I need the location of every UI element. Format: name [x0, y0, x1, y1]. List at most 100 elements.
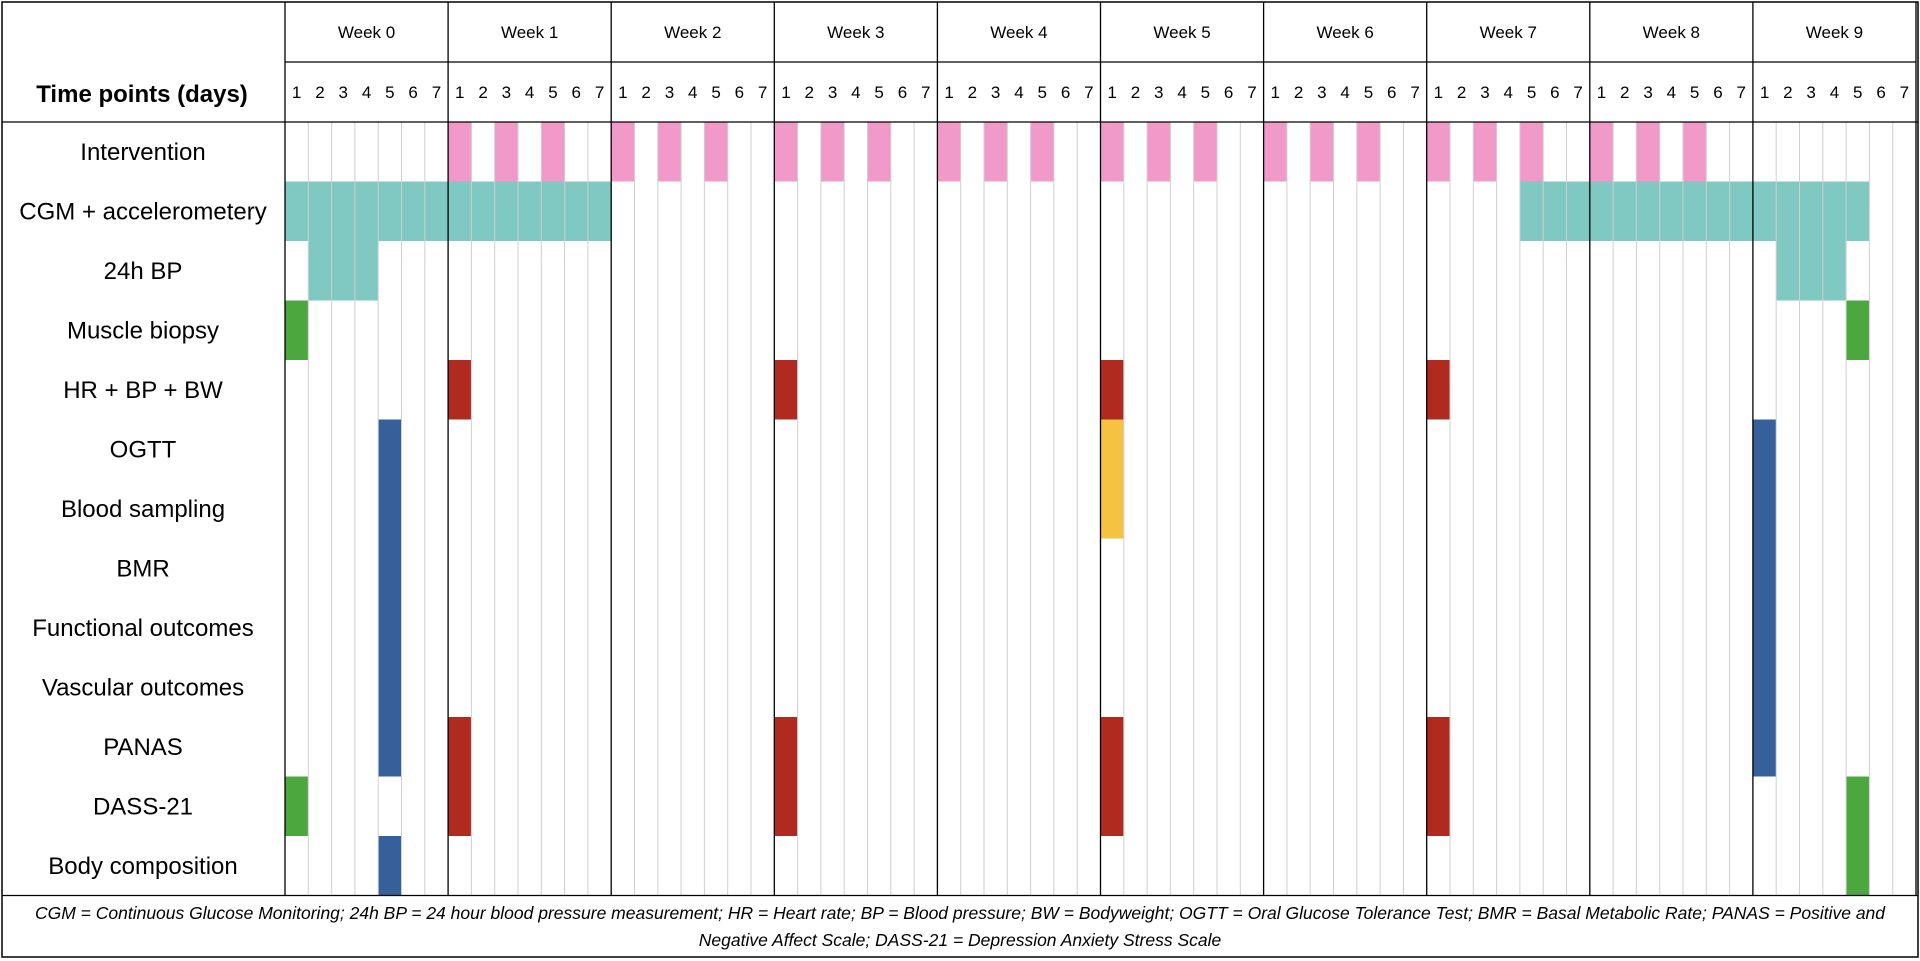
day-label: 1 [944, 83, 953, 102]
day-label: 6 [1061, 83, 1070, 102]
footnote-text: CGM = Continuous Glucose Monitoring; 24h… [34, 903, 1886, 950]
timeline-block-intervention-w3-d3 [820, 122, 845, 182]
row-label-bmr: BMR [116, 555, 169, 582]
timeline-block-ogtt-w0-d5 [378, 419, 402, 479]
timeline-block-intervention-w7-d3 [1473, 122, 1497, 182]
timeline-block-cgm-accelerometery-w1-d1 [448, 181, 612, 241]
timeline-block-functional-outcomes-w9-d1 [1752, 598, 1777, 658]
day-label: 5 [548, 83, 557, 102]
timeline-block-intervention-w8-d1 [1589, 122, 1614, 182]
day-label: 2 [478, 83, 487, 102]
timeline-block-panas-w1-d1 [448, 717, 472, 777]
row-label-body-composition: Body composition [48, 853, 237, 880]
day-label: 6 [572, 83, 581, 102]
timeline-block-intervention-w5-d1 [1100, 122, 1124, 182]
timeline-block-intervention-w5-d5 [1193, 122, 1217, 182]
timeline-block-24h-bp-w9-d2 [1776, 241, 1847, 301]
timeline-block-dass-21-w0-d1 [285, 776, 309, 836]
timeline-block-intervention-w1-d5 [541, 122, 565, 182]
timeline-block-intervention-w2-d1 [611, 122, 635, 182]
week-label: Week 4 [990, 23, 1047, 42]
day-label: 7 [1737, 83, 1746, 102]
row-label-dass-21: DASS-21 [93, 793, 193, 820]
timeline-block-cgm-accelerometery-w7-d5 [1519, 181, 1590, 241]
day-label: 3 [1806, 83, 1815, 102]
row-label-blood-sampling: Blood sampling [61, 496, 225, 523]
day-label: 7 [1900, 83, 1909, 102]
day-label: 7 [1573, 83, 1582, 102]
timeline-block-panas-w5-d1 [1100, 717, 1124, 777]
timeline-block-dass-21-w1-d1 [448, 776, 472, 836]
week-label: Week 7 [1480, 23, 1537, 42]
day-label: 7 [1084, 83, 1093, 102]
day-label: 4 [525, 83, 534, 102]
day-label: 1 [1434, 83, 1443, 102]
timeline-block-intervention-w4-d1 [937, 122, 961, 182]
day-label: 2 [1457, 83, 1466, 102]
week-label: Week 5 [1153, 23, 1210, 42]
week-label: Week 1 [501, 23, 558, 42]
day-label: 7 [1247, 83, 1256, 102]
timeline-block-intervention-w2-d3 [657, 122, 682, 182]
timeline-block-24h-bp-w0-d2 [308, 241, 379, 301]
day-label: 2 [1620, 83, 1629, 102]
day-label: 2 [1294, 83, 1303, 102]
row-label-functional-outcomes: Functional outcomes [32, 615, 253, 642]
day-label: 4 [362, 83, 371, 102]
day-label: 6 [1550, 83, 1559, 102]
day-label: 5 [1853, 83, 1862, 102]
timeline-block-muscle-biopsy-w9-d5 [1846, 300, 1870, 360]
day-label: 6 [898, 83, 907, 102]
timeline-block-hr-bp-bw-w1-d1 [448, 360, 472, 420]
timeline-block-intervention-w5-d3 [1147, 122, 1171, 182]
day-label: 2 [1783, 83, 1792, 102]
timeline-block-vascular-outcomes-w0-d5 [378, 657, 402, 717]
timeline-block-body-composition-w9-d5 [1846, 836, 1870, 896]
day-label: 3 [502, 83, 511, 102]
timeline-block-dass-21-w7-d1 [1426, 776, 1450, 836]
timeline-block-intervention-w6-d5 [1356, 122, 1381, 182]
day-label: 6 [1876, 83, 1885, 102]
timeline-block-bmr-w0-d5 [378, 538, 402, 598]
timeline-block-muscle-biopsy-w0-d1 [285, 300, 309, 360]
timeline-block-intervention-w6-d3 [1310, 122, 1334, 182]
timeline-block-hr-bp-bw-w5-d1 [1100, 360, 1124, 420]
day-label: 7 [1410, 83, 1419, 102]
timeline-block-functional-outcomes-w0-d5 [378, 598, 402, 658]
day-label: 3 [828, 83, 837, 102]
day-label: 2 [805, 83, 814, 102]
day-label: 3 [339, 83, 348, 102]
timeline-block-intervention-w8-d3 [1636, 122, 1660, 182]
day-label: 6 [1224, 83, 1233, 102]
day-label: 5 [1038, 83, 1047, 102]
timeline-block-hr-bp-bw-w7-d1 [1426, 360, 1450, 420]
header-title: Time points (days) [36, 81, 248, 108]
timeline-block-cgm-accelerometery-w0-d1 [285, 181, 449, 241]
timeline-block-intervention-w8-d5 [1683, 122, 1707, 182]
timeline-blocks [285, 122, 1870, 896]
day-label: 5 [1364, 83, 1373, 102]
day-label: 1 [1760, 83, 1769, 102]
timeline-block-panas-w7-d1 [1426, 717, 1450, 777]
day-label: 2 [315, 83, 324, 102]
row-label-panas: PANAS [103, 734, 183, 761]
day-label: 3 [1643, 83, 1652, 102]
day-label: 2 [641, 83, 650, 102]
week-label: Week 9 [1806, 23, 1863, 42]
day-label: 4 [1504, 83, 1513, 102]
row-label-intervention: Intervention [80, 139, 205, 166]
timeline-block-blood-sampling-w0-d5 [378, 479, 402, 539]
day-label: 4 [1177, 83, 1186, 102]
day-label: 5 [1690, 83, 1699, 102]
day-label: 4 [851, 83, 860, 102]
day-label: 5 [874, 83, 883, 102]
day-label: 5 [711, 83, 720, 102]
day-label: 7 [921, 83, 930, 102]
row-label-cgm-accelerometery: CGM + accelerometery [19, 198, 266, 225]
day-label: 5 [385, 83, 394, 102]
day-label: 1 [1597, 83, 1606, 102]
day-label: 6 [408, 83, 417, 102]
day-label: 3 [1317, 83, 1326, 102]
